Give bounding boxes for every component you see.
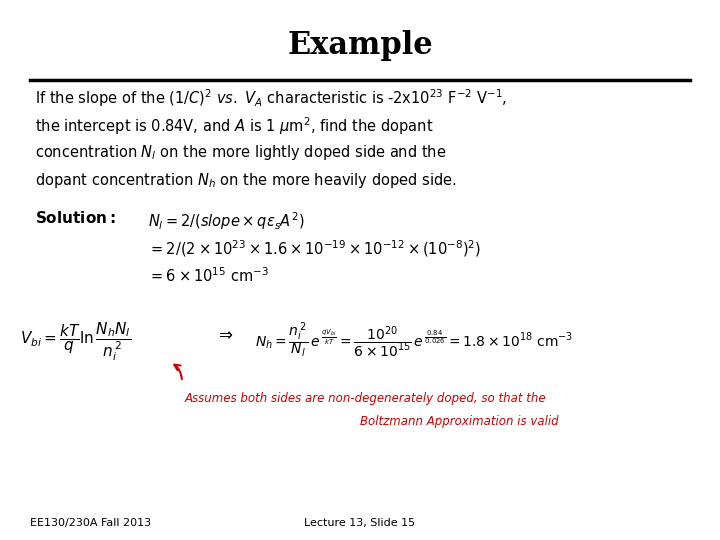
Text: Lecture 13, Slide 15: Lecture 13, Slide 15 — [305, 518, 415, 528]
Text: dopant concentration $N_h$ on the more heavily doped side.: dopant concentration $N_h$ on the more h… — [35, 171, 456, 190]
Text: Assumes both sides are non-degenerately doped, so that the: Assumes both sides are non-degenerately … — [185, 392, 546, 405]
Text: $\bf{Solution:}$: $\bf{Solution:}$ — [35, 210, 116, 226]
Text: Boltzmann Approximation is valid: Boltzmann Approximation is valid — [360, 415, 559, 428]
Text: $\Rightarrow$: $\Rightarrow$ — [215, 325, 233, 343]
Text: Example: Example — [287, 30, 433, 61]
Text: the intercept is 0.84V, and $A$ is 1 $\mu$m$^2$, find the dopant: the intercept is 0.84V, and $A$ is 1 $\m… — [35, 115, 433, 137]
Text: $= 6\times10^{15}$ cm$^{-3}$: $= 6\times10^{15}$ cm$^{-3}$ — [148, 266, 269, 285]
Text: concentration $N_l$ on the more lightly doped side and the: concentration $N_l$ on the more lightly … — [35, 143, 446, 162]
Text: $V_{bi} = \dfrac{kT}{q}\ln\dfrac{N_h N_l}{n_i^{\,2}}$: $V_{bi} = \dfrac{kT}{q}\ln\dfrac{N_h N_l… — [20, 320, 131, 363]
Text: $N_h = \dfrac{n_i^{\,2}}{N_l}\,e^{\,\frac{qV_{bi}}{kT}} = \dfrac{10^{20}}{6\time: $N_h = \dfrac{n_i^{\,2}}{N_l}\,e^{\,\fra… — [255, 320, 573, 360]
Text: $N_l = 2/(slope \times q\varepsilon_s A^2)$: $N_l = 2/(slope \times q\varepsilon_s A^… — [148, 210, 305, 232]
Text: If the slope of the (1/$C$)$^2$ $vs.$ $V_A$ characteristic is -2x10$^{23}$ F$^{-: If the slope of the (1/$C$)$^2$ $vs.$ $V… — [35, 87, 508, 109]
Text: $= 2/(2\times10^{23}\times1.6\times10^{-19}\times10^{-12}\times(10^{-8})^2)$: $= 2/(2\times10^{23}\times1.6\times10^{-… — [148, 238, 482, 259]
Text: EE130/230A Fall 2013: EE130/230A Fall 2013 — [30, 518, 151, 528]
